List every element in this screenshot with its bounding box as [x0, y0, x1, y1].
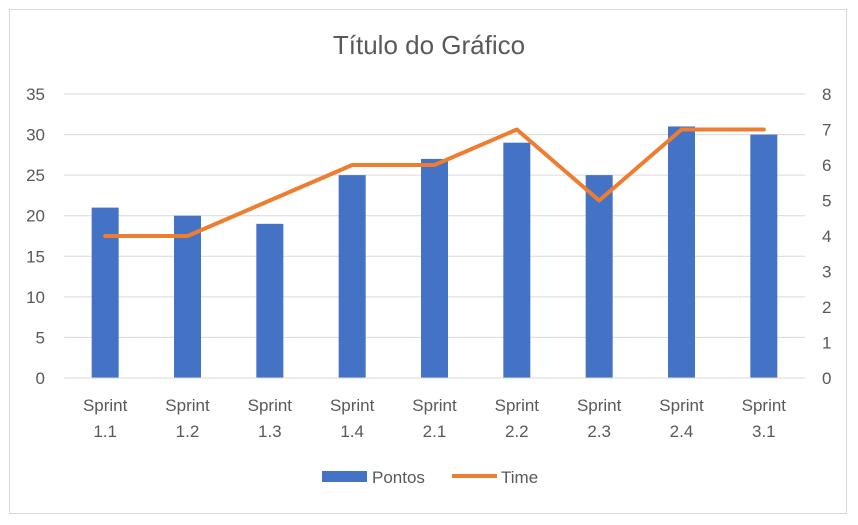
- legend-label-time: Time: [501, 468, 538, 487]
- legend-label-pontos: Pontos: [372, 468, 425, 487]
- x-tick-label-line: 2.4: [670, 422, 694, 441]
- bar-pontos-5: [421, 158, 448, 378]
- y-left-tick-label: 20: [26, 207, 45, 226]
- y-left-tick-label: 35: [26, 85, 45, 104]
- x-tick-label-line: 2.2: [505, 422, 529, 441]
- chart-title: Título do Gráfico: [333, 30, 525, 60]
- x-tick-label-line: Sprint: [248, 396, 293, 415]
- bar-pontos-9: [750, 134, 778, 378]
- x-tick-label-line: 2.1: [423, 422, 447, 441]
- y-right-tick-label: 7: [822, 121, 831, 140]
- x-tick-label: Sprint 2.3: [577, 396, 622, 441]
- y-left-tick-label: 30: [26, 126, 45, 145]
- y-right-tick-label: 1: [822, 334, 831, 353]
- y-left-tick-label: 5: [36, 328, 45, 347]
- y-left-tick-label: 15: [26, 247, 45, 266]
- x-tick-label-line: Sprint: [495, 396, 540, 415]
- x-tick-label-line: 1.2: [176, 422, 200, 441]
- x-tick-label: Sprint 2.4: [659, 396, 704, 441]
- bar-pontos-6: [503, 142, 531, 378]
- legend-swatch-pontos: [322, 471, 367, 482]
- x-tick-label-line: Sprint: [577, 396, 622, 415]
- legend: Pontos Time: [322, 468, 538, 487]
- y-right-tick-label: 5: [822, 192, 831, 211]
- x-tick-label: Sprint 1.2: [165, 396, 210, 441]
- x-tick-label: Sprint 1.3: [248, 396, 293, 441]
- y-right-tick-label: 6: [822, 156, 831, 175]
- x-tick-label-line: 3.1: [752, 422, 776, 441]
- x-tick-label-line: 2.3: [587, 422, 611, 441]
- y-left-tick-label: 0: [36, 369, 45, 388]
- bar-pontos-1: [91, 207, 119, 378]
- y-left-tick-label: 10: [26, 288, 45, 307]
- line-series: [103, 127, 766, 238]
- x-tick-label-line: 1.4: [340, 422, 364, 441]
- bar-pontos-3: [256, 223, 284, 378]
- x-tick-label-line: Sprint: [412, 396, 457, 415]
- y-left-tick-label: 25: [26, 166, 45, 185]
- x-tick-label-line: 1.3: [258, 422, 282, 441]
- x-tick-label: Sprint 2.1: [412, 396, 457, 441]
- y-right-tick-label: 0: [822, 369, 831, 388]
- x-tick-label: Sprint 2.2: [495, 396, 540, 441]
- x-tick-label-line: 1.1: [93, 422, 117, 441]
- bar-pontos-4: [338, 175, 366, 378]
- x-tick-label-line: Sprint: [330, 396, 375, 415]
- y-axis-right: 0 1 2 3 4 5 6 7 8: [822, 85, 831, 388]
- x-tick-label-line: Sprint: [165, 396, 210, 415]
- y-right-tick-label: 3: [822, 263, 831, 282]
- y-right-tick-label: 2: [822, 298, 831, 317]
- x-tick-label: Sprint 3.1: [742, 396, 787, 441]
- x-tick-label-line: Sprint: [659, 396, 704, 415]
- x-tick-label-line: Sprint: [83, 396, 128, 415]
- bar-pontos-2: [174, 215, 201, 378]
- bar-pontos-7: [585, 175, 613, 378]
- x-tick-label-line: Sprint: [742, 396, 787, 415]
- y-right-tick-label: 4: [822, 227, 831, 246]
- x-tick-label: Sprint 1.4: [330, 396, 375, 441]
- y-axis-left: 0 5 10 15 20 25 30 35: [26, 85, 45, 388]
- y-right-tick-label: 8: [822, 85, 831, 104]
- x-tick-label: Sprint 1.1: [83, 396, 128, 441]
- bar-pontos-8: [668, 126, 695, 378]
